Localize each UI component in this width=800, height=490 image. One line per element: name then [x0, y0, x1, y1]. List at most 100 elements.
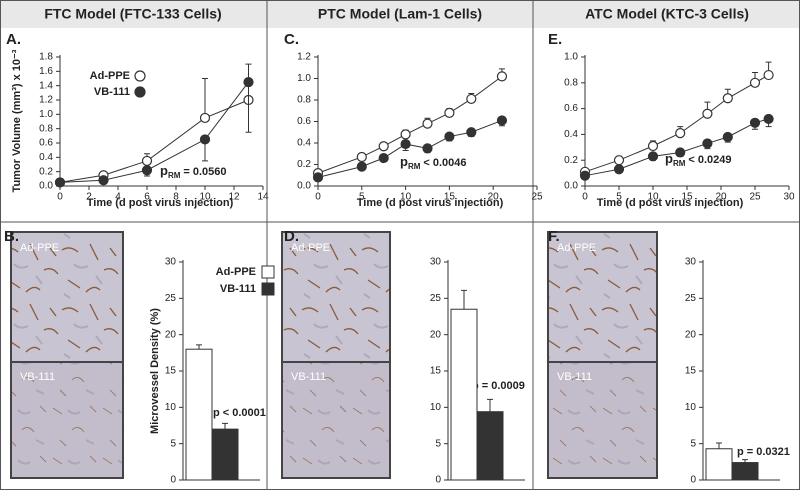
data-point	[466, 127, 477, 138]
y-tick-label: 0	[170, 475, 176, 486]
y-tick-label: 0.8	[39, 123, 53, 134]
y-tick-label: 1.0	[297, 73, 311, 84]
x-tick-label: 2	[86, 192, 92, 203]
x-tick-label: 30	[783, 192, 795, 203]
data-point	[422, 118, 433, 129]
panel-label: B.	[4, 228, 19, 245]
panel-label: D.	[284, 228, 299, 245]
error-bar	[716, 442, 722, 449]
annotation-text: p = 0.0321	[737, 446, 790, 458]
y-tick-label: 5	[170, 438, 176, 449]
y-tick-label: 30	[165, 257, 177, 268]
y-tick-label: 0.6	[39, 138, 53, 149]
data-point	[98, 175, 109, 186]
x-tick-label: 15	[681, 192, 693, 203]
legend-marker	[134, 70, 146, 82]
y-tick-label: 0.2	[564, 155, 578, 166]
data-point	[400, 129, 411, 140]
legend-label: Ad-PPE	[216, 266, 256, 278]
series-line	[584, 74, 769, 173]
annotation-text: p	[665, 151, 673, 166]
panel-label: A.	[6, 31, 21, 48]
image-label: Ad-PPE	[291, 242, 330, 254]
error-bar	[245, 82, 252, 133]
y-axis-label: Microvessel Density (%)	[149, 308, 161, 434]
x-tick-label: 6	[144, 192, 150, 203]
micrograph	[281, 231, 391, 363]
y-tick-label: 0.4	[297, 138, 311, 149]
y-tick-label: 0.6	[564, 103, 578, 114]
y-tick-label: 20	[165, 329, 177, 340]
x-tick-label: 5	[359, 192, 365, 203]
data-point	[613, 164, 625, 175]
data-point	[496, 115, 508, 126]
y-tick-label: 5	[690, 438, 696, 449]
error-bar	[196, 344, 202, 350]
y-tick-label: 15	[685, 366, 697, 377]
micrograph	[547, 231, 658, 363]
data-point	[647, 151, 659, 162]
legend-marker	[134, 86, 146, 98]
bar	[705, 448, 733, 481]
data-point	[613, 155, 625, 166]
x-tick-label: 0	[315, 192, 321, 203]
x-axis-label: Time (d post virus injection)	[357, 197, 504, 209]
image-label: VB-111	[557, 371, 592, 383]
y-tick-label: 0.0	[39, 181, 53, 192]
y-tick-label: 1.6	[39, 66, 53, 77]
micrograph	[10, 231, 124, 363]
y-tick-label: 10	[685, 402, 697, 413]
y-tick-label: 30	[430, 257, 442, 268]
y-tick-label: 0.8	[297, 95, 311, 106]
y-tick-label: 0	[435, 475, 441, 486]
legend-label: VB-111	[220, 283, 256, 295]
image-label: Ad-PPE	[20, 242, 59, 254]
x-tick-label: 14	[257, 192, 269, 203]
x-tick-label: 0	[57, 192, 63, 203]
panel-label: C.	[284, 31, 299, 48]
y-tick-label: 0.8	[564, 77, 578, 88]
y-tick-label: 5	[435, 438, 441, 449]
data-point	[496, 71, 508, 82]
annotation-text: p	[400, 154, 408, 169]
y-tick-label: 0.2	[39, 166, 53, 177]
data-point	[702, 108, 713, 119]
y-tick-label: 1.8	[39, 52, 53, 63]
data-point	[722, 131, 733, 143]
annotation-rest: < 0.0046	[423, 157, 466, 169]
bar	[211, 428, 239, 481]
data-point	[647, 140, 659, 152]
annotation: p = 0.0321	[737, 446, 790, 458]
annotation: p = 0.0009	[472, 380, 525, 392]
data-point	[749, 77, 761, 88]
data-point	[749, 117, 761, 128]
legend-marker	[261, 282, 275, 296]
data-point	[763, 113, 774, 125]
data-point	[356, 151, 367, 163]
y-tick-label: 25	[685, 293, 697, 304]
data-point	[722, 93, 733, 104]
x-tick-label: 20	[488, 192, 500, 203]
y-tick-label: 1.2	[297, 52, 311, 63]
y-tick-label: 0.0	[297, 181, 311, 192]
annotation: pRM < 0.0249	[665, 151, 732, 168]
image-label: VB-111	[291, 371, 326, 383]
annotation: p < 0.0001	[213, 407, 266, 419]
x-tick-label: 15	[444, 192, 456, 203]
image-label: VB-111	[20, 371, 55, 383]
legend-marker	[261, 265, 275, 279]
data-point	[422, 143, 433, 154]
micrograph	[10, 361, 124, 479]
annotation-text: p < 0.0001	[213, 407, 266, 419]
data-point	[466, 93, 477, 105]
x-tick-label: 5	[616, 192, 622, 203]
y-tick-label: 1.2	[39, 95, 53, 106]
data-point	[579, 170, 591, 181]
x-tick-label: 0	[582, 192, 588, 203]
y-tick-label: 0.4	[39, 152, 53, 163]
data-point	[54, 177, 66, 188]
annotation-rest: = 0.0560	[183, 166, 226, 178]
data-point	[312, 172, 324, 183]
